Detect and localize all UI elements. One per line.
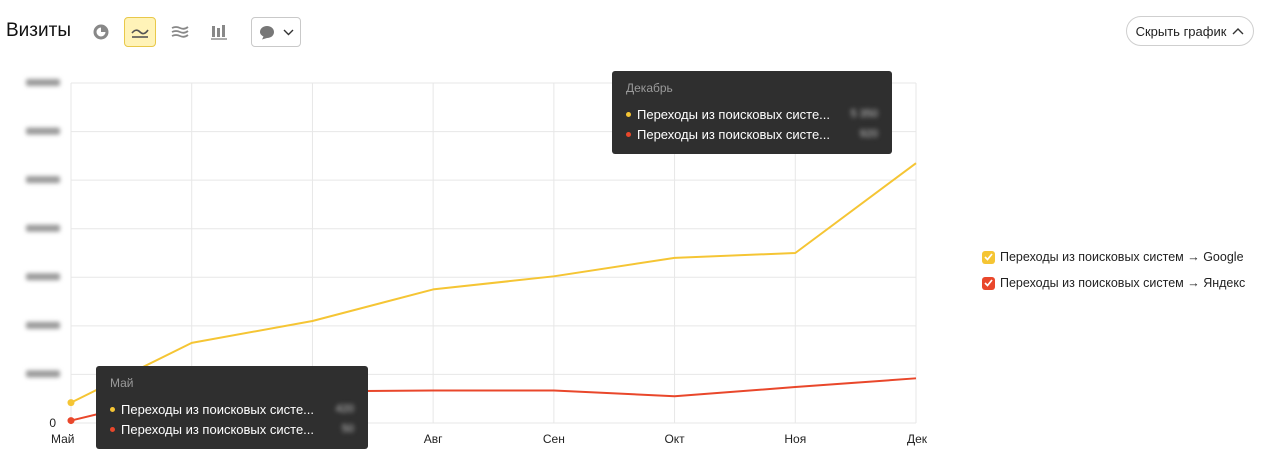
y-tick-label-redacted (26, 321, 60, 329)
y-tick-label-redacted (26, 176, 60, 184)
x-tick-label: Ноя (784, 432, 806, 446)
legend-label-yandex: Переходы из поисковых систем → Яндекс (1000, 276, 1246, 290)
series-dot (626, 111, 631, 117)
x-tick-label: Авг (424, 432, 443, 446)
series-line-google (70, 162, 917, 404)
line-chart-button[interactable] (124, 17, 156, 47)
data-point-marker (67, 417, 75, 425)
chevron-up-icon (1232, 28, 1244, 35)
y-tick-label-redacted (26, 127, 60, 135)
page-title: Визиты (6, 20, 71, 41)
chevron-down-icon (283, 29, 293, 35)
comment-icon (259, 25, 274, 39)
legend-label-google: Переходы из поисковых систем → Google (1000, 250, 1244, 264)
y-tick-label: 0 (49, 416, 56, 430)
series-dot (626, 131, 631, 137)
tooltip-december: Декабрь Переходы из поисковых систе... 5… (612, 71, 892, 154)
legend-item-yandex[interactable]: Переходы из поисковых систем → Яндекс (982, 270, 1245, 296)
tooltip-may: Май Переходы из поисковых систе... 420 П… (96, 366, 368, 449)
pie-chart-icon (93, 24, 109, 40)
tooltip-row: Переходы из поисковых систе... 920 (626, 124, 878, 144)
legend-item-google[interactable]: Переходы из поисковых систем → Google (982, 244, 1245, 270)
area-chart-button[interactable] (164, 17, 196, 47)
line-chart-icon (131, 29, 149, 38)
y-tick-label-redacted (26, 273, 60, 281)
tooltip-row: Переходы из поисковых систе... 50 (110, 419, 354, 439)
pie-chart-button[interactable] (85, 17, 117, 47)
x-tick-label: Сен (543, 432, 565, 446)
bar-chart-button[interactable] (203, 17, 235, 47)
chart-legend: Переходы из поисковых систем → Google Пе… (982, 244, 1245, 296)
x-tick-label: Май (51, 432, 75, 446)
data-point-marker (67, 399, 75, 407)
series-dot (110, 406, 115, 412)
tooltip-row: Переходы из поисковых систе... 420 (110, 399, 354, 419)
bar-chart-icon (211, 25, 227, 40)
checkbox-checked-icon[interactable] (982, 250, 995, 264)
hide-chart-button[interactable]: Скрыть график (1126, 16, 1254, 46)
x-tick-label: Окт (664, 432, 685, 446)
y-tick-label-redacted (26, 224, 60, 232)
tooltip-title: Декабрь (626, 81, 673, 95)
x-tick-label: Дек (907, 432, 928, 446)
tooltip-row: Переходы из поисковых систе... 5 350 (626, 104, 878, 124)
y-tick-label-redacted (26, 79, 60, 86)
area-chart-icon (171, 26, 189, 38)
comments-dropdown[interactable] (251, 17, 301, 47)
hide-chart-label: Скрыть график (1135, 23, 1227, 39)
y-tick-label-redacted (26, 370, 60, 378)
tooltip-title: Май (110, 376, 134, 390)
series-dot (110, 426, 115, 432)
checkbox-checked-icon[interactable] (982, 276, 995, 290)
